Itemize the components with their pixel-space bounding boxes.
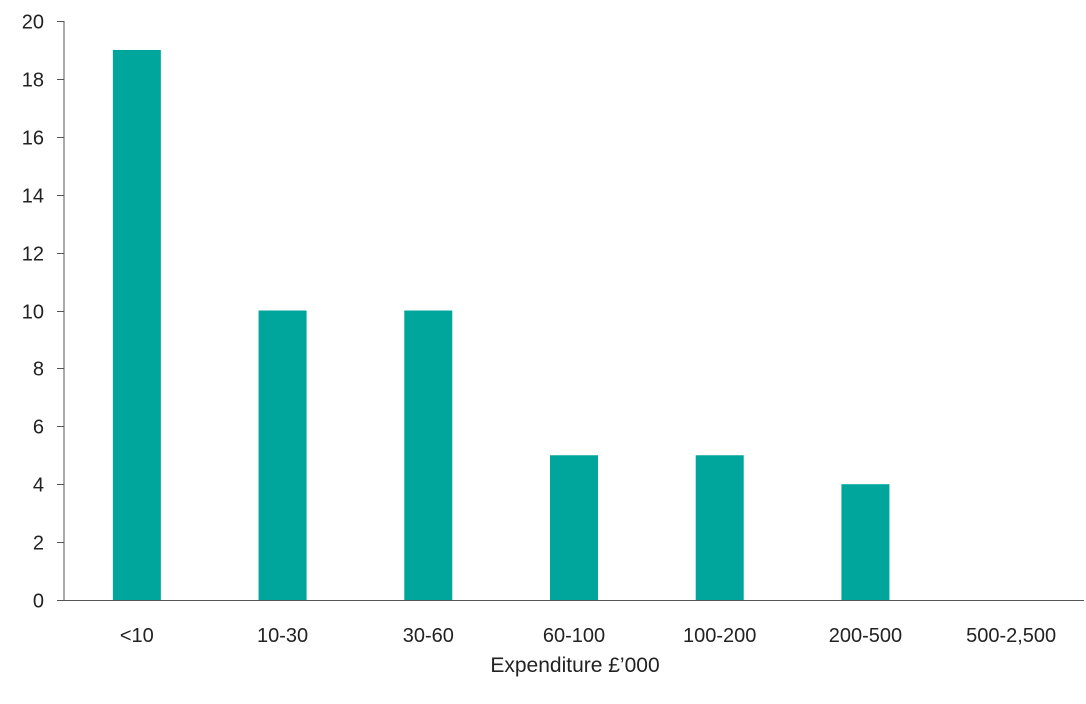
- x-tick-label: 10-30: [257, 625, 308, 647]
- y-tick-label: 2: [33, 533, 44, 555]
- y-tick-label: 18: [22, 70, 44, 92]
- x-tick-label: 30-60: [403, 625, 454, 647]
- x-tick-label: 100-200: [683, 625, 756, 647]
- bar-6: [841, 484, 890, 600]
- x-tick-label: <10: [120, 625, 154, 647]
- x-tick-label: 60-100: [543, 625, 605, 647]
- y-tick-label: 14: [22, 186, 44, 208]
- bars-group: [112, 49, 890, 600]
- bar-1: [112, 49, 161, 600]
- y-axis: 0 2 4 6 8 10 12 14 16 18 20: [22, 12, 65, 613]
- y-tick-label: 8: [33, 359, 44, 381]
- x-tick-label: 200-500: [829, 625, 902, 647]
- y-tick-label: 0: [33, 591, 44, 613]
- y-tick-label: 4: [33, 475, 44, 497]
- bar-3: [404, 310, 453, 600]
- bar-4: [550, 455, 598, 600]
- bar-5: [695, 455, 744, 600]
- y-tick-label: 10: [22, 302, 44, 324]
- x-axis-title: Expenditure £’000: [490, 654, 659, 677]
- x-tick-label: 500-2,500: [966, 625, 1056, 647]
- x-axis: <10 10-30 30-60 60-100 100-200 200-500 500-2,5…: [64, 600, 1084, 647]
- bar-2: [258, 310, 307, 600]
- y-tick-label: 20: [22, 12, 44, 34]
- y-tick-label: 12: [22, 244, 44, 266]
- y-tick-label: 6: [33, 417, 44, 439]
- y-tick-label: 16: [22, 128, 44, 150]
